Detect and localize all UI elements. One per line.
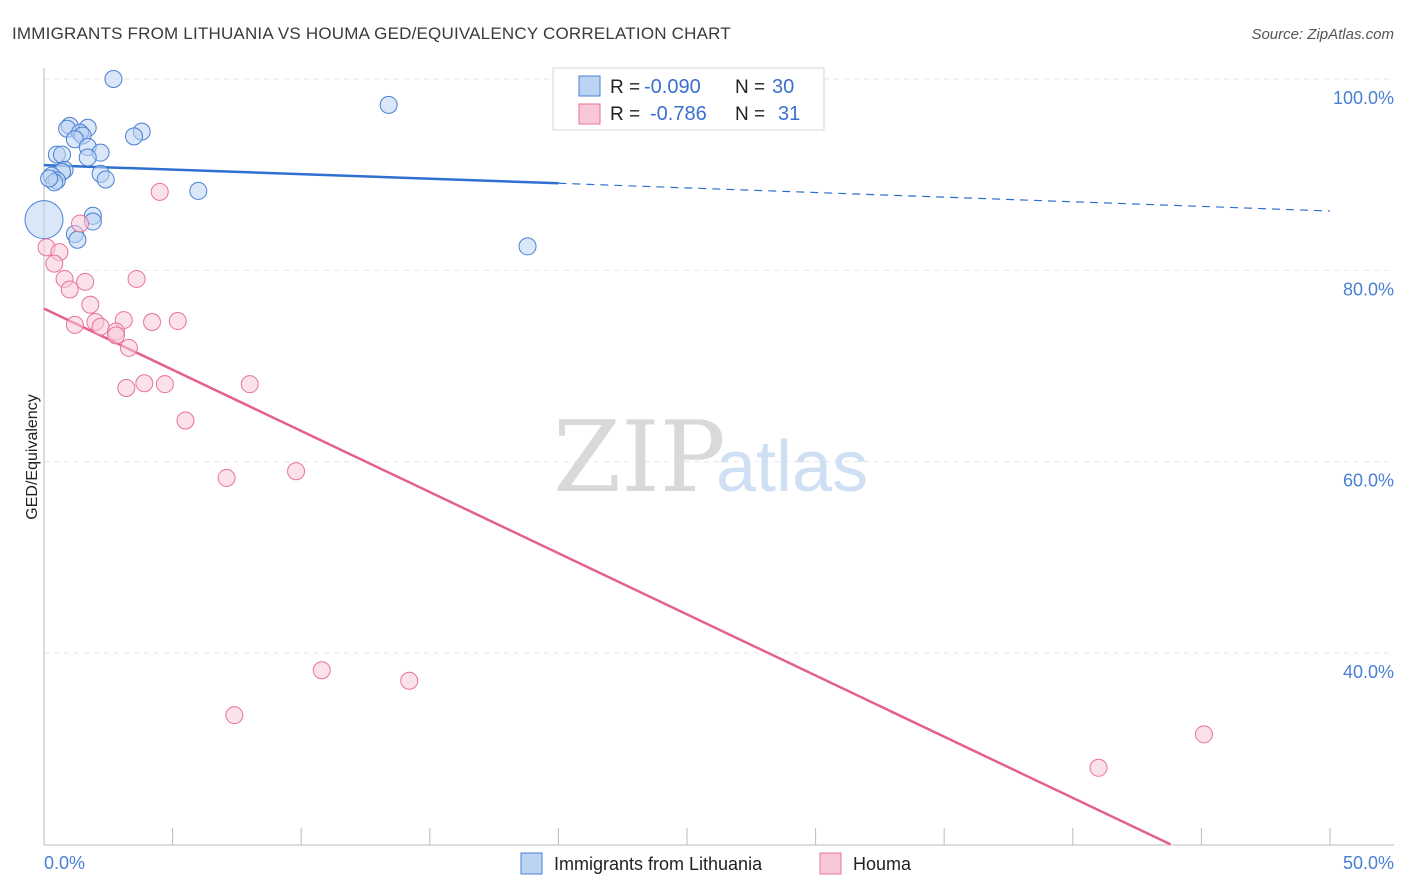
stats-legend-pink-r-label: R = <box>610 104 640 125</box>
x-tick-max: 50.0% <box>1343 853 1394 873</box>
point-houma <box>155 375 174 394</box>
series-legend-lithuania-label: Immigrants from Lithuania <box>554 854 763 874</box>
point-houma <box>240 375 259 394</box>
point-houma <box>176 411 195 430</box>
stats-legend-blue-r-label: R = <box>610 77 640 98</box>
y-tick-label: 80.0% <box>1343 279 1394 299</box>
y-tick-label: 40.0% <box>1343 662 1394 682</box>
point-lithuania <box>53 145 72 164</box>
x-tick-min: 0.0% <box>44 853 85 873</box>
stats-legend-pink-n: 31 <box>778 103 800 125</box>
series-legend: Immigrants from Lithuania Houma <box>520 852 912 875</box>
stats-legend-blue-r: -0.090 <box>644 76 701 98</box>
point-houma <box>45 254 64 273</box>
stats-legend-blue-n-label: N = <box>735 77 765 98</box>
watermark: ZIP atlas <box>553 401 868 515</box>
point-lithuania <box>189 181 208 200</box>
point-houma <box>150 182 169 201</box>
y-axis-label: GED/Equivalency <box>24 394 41 519</box>
stats-legend-blue-swatch <box>578 75 601 97</box>
y-tick-label: 60.0% <box>1343 471 1394 491</box>
series-legend-houma-label: Houma <box>853 854 912 874</box>
data-points <box>24 70 1213 777</box>
point-houma <box>119 338 138 357</box>
point-lithuania <box>96 170 115 189</box>
watermark-zip: ZIP <box>553 401 726 515</box>
trend-lines <box>43 163 1331 846</box>
x-axis-ticks <box>43 828 1331 845</box>
point-lithuania <box>104 70 123 88</box>
y-tick-label: 100.0% <box>1333 88 1394 108</box>
point-houma <box>107 326 126 345</box>
series-legend-lithuania-swatch <box>520 852 543 875</box>
point-lithuania <box>78 148 97 167</box>
stats-legend-pink-n-label: N = <box>735 104 765 125</box>
series-legend-houma-swatch <box>819 852 842 875</box>
trend-line-lithuania <box>43 163 559 185</box>
point-houma <box>127 269 146 288</box>
point-houma <box>217 468 236 487</box>
grid-lines <box>44 78 1394 654</box>
point-houma <box>168 312 187 331</box>
point-houma <box>60 280 79 299</box>
point-lithuania <box>379 95 398 114</box>
point-lithuania <box>40 169 59 188</box>
point-houma <box>1194 725 1213 744</box>
point-lithuania <box>24 200 64 240</box>
trend-line-houma <box>43 307 1172 846</box>
watermark-atlas: atlas <box>716 427 868 507</box>
y-tick-labels: 40.0% 60.0% 80.0% 100.0% <box>1333 88 1394 682</box>
point-houma <box>400 671 419 690</box>
stats-legend-pink-r: -0.786 <box>650 103 707 125</box>
stats-legend: R = -0.090 N = 30 R = -0.786 N = 31 <box>552 67 825 131</box>
point-houma <box>143 312 162 331</box>
point-lithuania <box>125 127 144 146</box>
point-houma <box>287 462 306 481</box>
point-houma <box>117 379 136 398</box>
chart-source: Source: ZipAtlas.com <box>1251 26 1394 43</box>
point-houma <box>71 214 90 233</box>
point-houma <box>1089 758 1108 777</box>
stats-legend-pink-swatch <box>578 103 601 125</box>
trend-line-lithuania-extension <box>558 182 1331 212</box>
point-lithuania <box>518 237 537 256</box>
stats-legend-blue-n: 30 <box>772 76 794 98</box>
point-lithuania <box>68 230 87 249</box>
point-houma <box>135 374 154 393</box>
point-houma <box>225 706 244 725</box>
point-houma <box>91 317 110 336</box>
point-houma <box>76 272 95 291</box>
chart-title: IMMIGRANTS FROM LITHUANIA VS HOUMA GED/E… <box>12 24 731 43</box>
point-houma <box>81 295 100 314</box>
point-houma <box>65 315 84 334</box>
point-houma <box>312 661 331 680</box>
